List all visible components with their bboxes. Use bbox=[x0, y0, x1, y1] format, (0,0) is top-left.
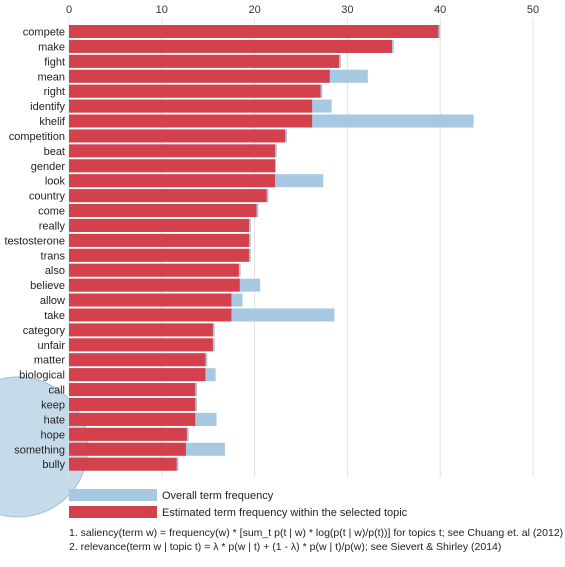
saliency-note: 1. saliency(term w) = frequency(w) * [su… bbox=[69, 527, 563, 539]
term-label[interactable]: really bbox=[39, 220, 66, 232]
relevance-note: 2. relevance(term w | topic t) = λ * p(w… bbox=[69, 541, 501, 553]
term-label[interactable]: country bbox=[29, 191, 66, 203]
term-label[interactable]: something bbox=[14, 444, 65, 456]
x-tick-label: 30 bbox=[341, 4, 353, 16]
bar-estimated[interactable] bbox=[69, 25, 439, 38]
term-label[interactable]: make bbox=[38, 41, 65, 53]
x-tick-label: 10 bbox=[156, 4, 168, 16]
bar-estimated[interactable] bbox=[69, 233, 250, 247]
bar-estimated[interactable] bbox=[69, 293, 232, 307]
term-label[interactable]: mean bbox=[37, 71, 65, 83]
term-label[interactable]: come bbox=[38, 206, 65, 218]
term-label[interactable]: also bbox=[45, 265, 65, 277]
term-label[interactable]: take bbox=[44, 310, 65, 322]
term-label[interactable]: biological bbox=[19, 370, 65, 382]
bar-estimated[interactable] bbox=[69, 84, 321, 98]
term-label[interactable]: khelif bbox=[39, 116, 66, 128]
x-tick-label: 50 bbox=[527, 4, 539, 16]
x-tick-label: 40 bbox=[434, 4, 446, 16]
term-label[interactable]: right bbox=[44, 86, 65, 98]
term-label[interactable]: category bbox=[23, 325, 66, 337]
bar-estimated[interactable] bbox=[69, 353, 206, 367]
x-tick-label: 20 bbox=[248, 4, 260, 16]
term-label[interactable]: compete bbox=[23, 27, 65, 39]
x-axis-ticks: 0 10 20 30 40 50 bbox=[66, 4, 539, 16]
bar-estimated[interactable] bbox=[69, 323, 213, 337]
bar-estimated[interactable] bbox=[69, 144, 276, 158]
bar-estimated[interactable] bbox=[69, 368, 206, 382]
term-label[interactable]: fight bbox=[44, 56, 65, 68]
bar-estimated[interactable] bbox=[69, 204, 257, 218]
bar-estimated[interactable] bbox=[69, 99, 313, 113]
x-tick-label: 0 bbox=[66, 4, 72, 16]
bar-estimated[interactable] bbox=[69, 174, 276, 188]
legend-swatch-estimated bbox=[69, 506, 157, 518]
bar-estimated[interactable] bbox=[69, 159, 276, 173]
term-label[interactable]: matter bbox=[34, 355, 66, 367]
term-label[interactable]: hate bbox=[44, 414, 65, 426]
term-label[interactable]: look bbox=[45, 176, 66, 188]
bar-estimated[interactable] bbox=[69, 338, 213, 352]
bar-estimated[interactable] bbox=[69, 263, 239, 277]
bar-estimated[interactable] bbox=[69, 248, 250, 262]
bar-estimated[interactable] bbox=[69, 218, 250, 232]
bar-estimated[interactable] bbox=[69, 427, 187, 441]
term-label[interactable]: keep bbox=[41, 400, 65, 412]
term-label[interactable]: beat bbox=[44, 146, 65, 158]
term-label[interactable]: unfair bbox=[37, 340, 65, 352]
bars bbox=[69, 25, 474, 471]
bar-estimated[interactable] bbox=[69, 398, 196, 411]
term-labels: compete make fight mean right identify khelif c… bbox=[4, 27, 65, 472]
bar-estimated[interactable] bbox=[69, 189, 267, 203]
bar-estimated[interactable] bbox=[69, 129, 286, 143]
legend-swatch-overall bbox=[69, 489, 157, 501]
term-label[interactable]: competition bbox=[9, 131, 65, 143]
term-label[interactable]: hope bbox=[41, 429, 65, 441]
term-label[interactable]: call bbox=[48, 385, 65, 397]
bar-estimated[interactable] bbox=[69, 114, 313, 128]
bar-estimated[interactable] bbox=[69, 442, 186, 456]
term-label[interactable]: trans bbox=[41, 250, 66, 262]
term-label[interactable]: believe bbox=[30, 280, 65, 292]
term-label[interactable]: identify bbox=[30, 101, 65, 113]
bar-estimated[interactable] bbox=[69, 278, 240, 292]
legend-label-estimated: Estimated term frequency within the sele… bbox=[162, 507, 408, 519]
bar-estimated[interactable] bbox=[69, 383, 196, 397]
bar-estimated[interactable] bbox=[69, 412, 196, 426]
term-label[interactable]: bully bbox=[42, 459, 65, 471]
bar-estimated[interactable] bbox=[69, 308, 232, 322]
term-label[interactable]: gender bbox=[31, 161, 66, 173]
bar-estimated[interactable] bbox=[69, 54, 340, 68]
term-label[interactable]: allow bbox=[40, 295, 65, 307]
bar-estimated[interactable] bbox=[69, 457, 177, 471]
bar-estimated[interactable] bbox=[69, 69, 330, 83]
term-label[interactable]: testosterone bbox=[4, 235, 65, 247]
bar-estimated[interactable] bbox=[69, 39, 392, 53]
legend-label-overall: Overall term frequency bbox=[162, 490, 274, 502]
